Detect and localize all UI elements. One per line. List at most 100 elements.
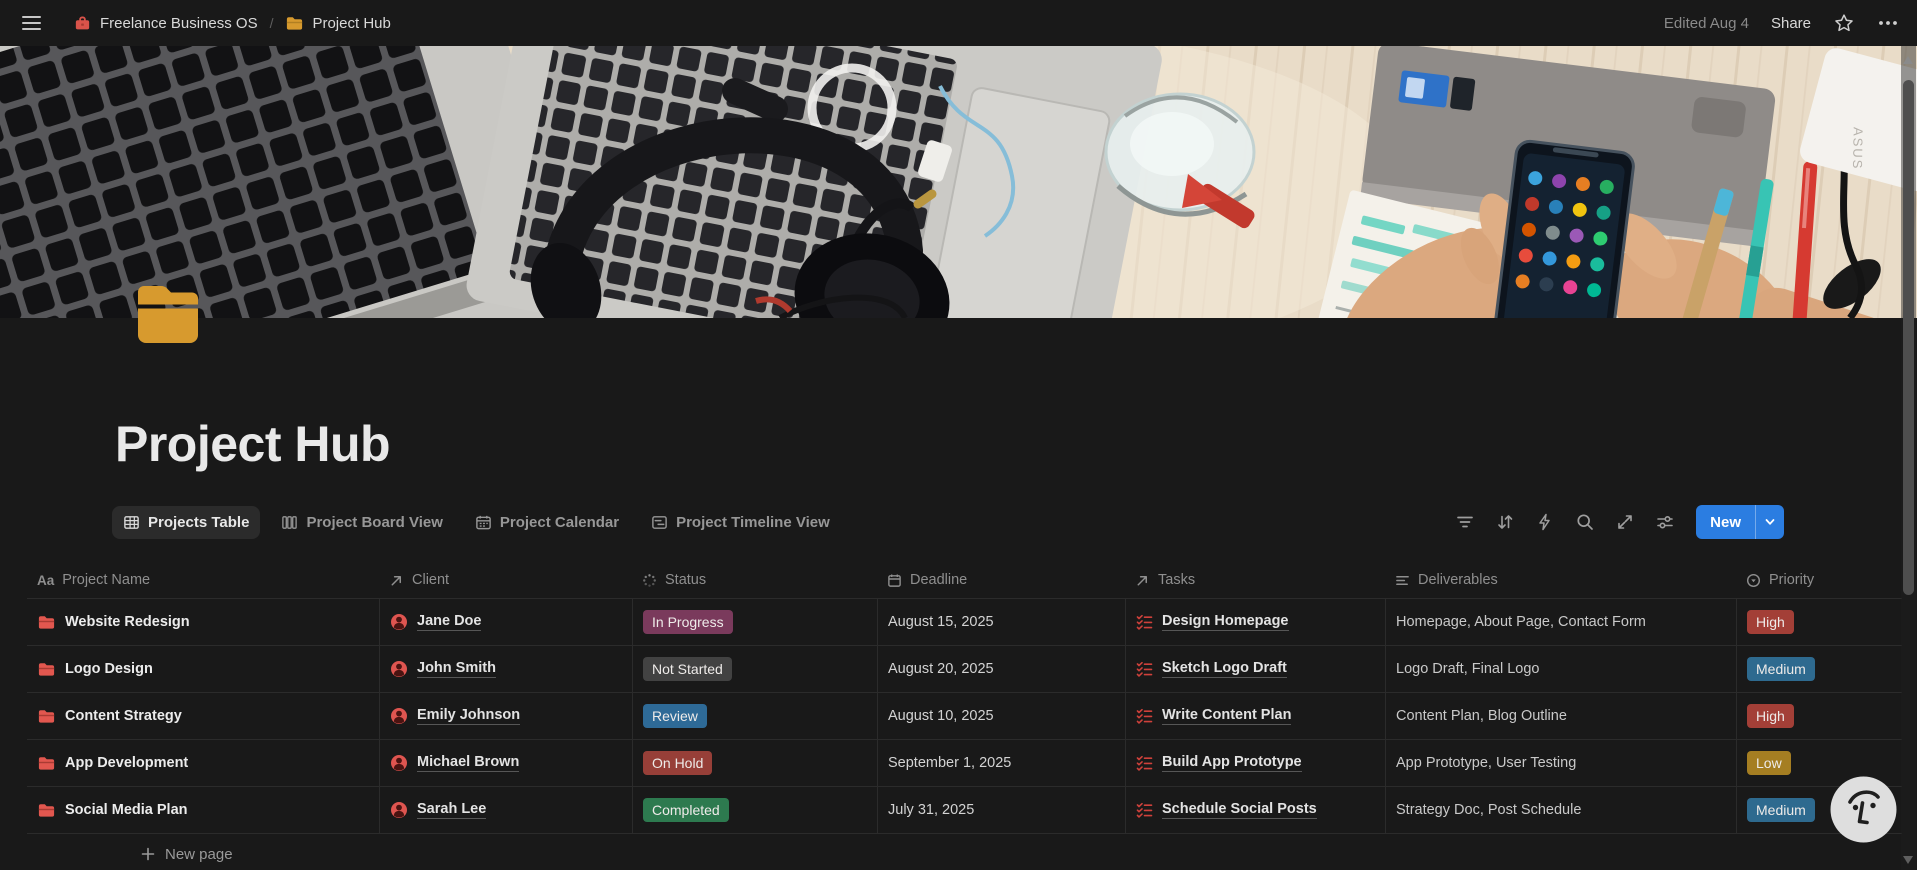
cover-image: ASUS [0, 46, 1917, 318]
cell-deliverables[interactable]: Content Plan, Blog Outline [1385, 693, 1736, 739]
cell-priority[interactable]: High [1736, 599, 1902, 645]
cell-status[interactable]: On Hold [632, 740, 877, 786]
view-settings-icon[interactable] [1650, 507, 1680, 537]
table-row: App Development Michael Brown On Hold Se… [27, 739, 1902, 786]
cell-status[interactable]: Review [632, 693, 877, 739]
column-header-tasks[interactable]: Tasks [1125, 562, 1385, 598]
text-icon [1395, 573, 1410, 588]
cell-client[interactable]: Jane Doe [379, 599, 632, 645]
timeline-icon [651, 514, 668, 531]
more-options-icon[interactable] [1877, 18, 1899, 28]
cell-tasks[interactable]: Sketch Logo Draft [1125, 646, 1385, 692]
cell-deadline[interactable]: August 10, 2025 [877, 693, 1125, 739]
tab-project-board-view[interactable]: Project Board View [270, 506, 453, 539]
checklist-icon [1136, 661, 1153, 678]
checklist-icon [1136, 802, 1153, 819]
checklist-icon [1136, 614, 1153, 631]
board-icon [281, 514, 298, 531]
cell-status[interactable]: Not Started [632, 646, 877, 692]
vertical-scrollbar[interactable] [1901, 46, 1916, 870]
table-row: Social Media Plan Sarah Lee Completed Ju… [27, 786, 1902, 833]
folder-icon [37, 801, 56, 820]
cell-tasks[interactable]: Design Homepage [1125, 599, 1385, 645]
sort-icon[interactable] [1490, 507, 1520, 537]
cell-client[interactable]: Sarah Lee [379, 787, 632, 833]
cell-priority[interactable]: High [1736, 693, 1902, 739]
briefcase-icon [73, 14, 92, 33]
cell-project-name[interactable]: Content Strategy [27, 693, 379, 739]
cell-status[interactable]: Completed [632, 787, 877, 833]
cell-priority[interactable]: Medium [1736, 646, 1902, 692]
checklist-icon [1136, 708, 1153, 725]
page-folder-icon[interactable] [130, 279, 206, 351]
cell-project-name[interactable]: Social Media Plan [27, 787, 379, 833]
tab-projects-table[interactable]: Projects Table [112, 505, 261, 539]
folder-icon [285, 14, 304, 33]
cell-tasks[interactable]: Build App Prototype [1125, 740, 1385, 786]
calendar-icon [475, 514, 492, 531]
page-title[interactable]: Project Hub [115, 416, 391, 472]
cell-project-name[interactable]: Website Redesign [27, 599, 379, 645]
column-header-project-name[interactable]: Aa Project Name [37, 572, 151, 588]
plus-icon [140, 846, 156, 862]
cell-priority[interactable]: Low [1736, 740, 1902, 786]
view-toolbar: New [1450, 505, 1784, 539]
cell-priority[interactable]: Medium [1736, 787, 1902, 833]
cell-deadline[interactable]: August 20, 2025 [877, 646, 1125, 692]
scroll-down-arrow-icon[interactable] [1903, 856, 1913, 864]
breadcrumb-workspace[interactable]: Freelance Business OS [73, 14, 258, 33]
person-icon [390, 754, 408, 772]
cell-deadline[interactable]: July 31, 2025 [877, 787, 1125, 833]
cell-deliverables[interactable]: Logo Draft, Final Logo [1385, 646, 1736, 692]
column-header-deliverables[interactable]: Deliverables [1385, 562, 1736, 598]
table-row: Website Redesign Jane Doe In Progress Au… [27, 598, 1902, 645]
column-header-status[interactable]: Status [632, 562, 877, 598]
svg-text:ASUS: ASUS [1850, 127, 1866, 171]
new-page-row[interactable]: New page [27, 833, 1902, 870]
relation-icon [389, 573, 404, 588]
scroll-up-arrow-icon[interactable] [1903, 56, 1913, 64]
filter-icon[interactable] [1450, 507, 1480, 537]
cell-deliverables[interactable]: Strategy Doc, Post Schedule [1385, 787, 1736, 833]
cell-project-name[interactable]: Logo Design [27, 646, 379, 692]
automation-icon[interactable] [1530, 507, 1560, 537]
cell-deadline[interactable]: August 15, 2025 [877, 599, 1125, 645]
cell-deliverables[interactable]: Homepage, About Page, Contact Form [1385, 599, 1736, 645]
favorite-star-icon[interactable] [1833, 12, 1855, 34]
cell-deliverables[interactable]: App Prototype, User Testing [1385, 740, 1736, 786]
cell-project-name[interactable]: App Development [27, 740, 379, 786]
scrollbar-thumb[interactable] [1903, 80, 1914, 595]
expand-icon[interactable] [1610, 507, 1640, 537]
cell-client[interactable]: Michael Brown [379, 740, 632, 786]
chevron-down-icon[interactable] [1756, 505, 1784, 539]
folder-icon [37, 754, 56, 773]
status-badge: In Progress [643, 610, 733, 634]
status-badge: Review [643, 704, 707, 728]
share-button[interactable]: Share [1770, 14, 1811, 32]
new-button-label[interactable]: New [1710, 513, 1741, 531]
cell-client[interactable]: Emily Johnson [379, 693, 632, 739]
search-icon[interactable] [1570, 507, 1600, 537]
cell-status[interactable]: In Progress [632, 599, 877, 645]
column-header-priority[interactable]: Priority [1736, 562, 1902, 598]
person-icon [390, 801, 408, 819]
new-button[interactable]: New [1696, 505, 1784, 539]
priority-badge: Medium [1747, 798, 1815, 822]
folder-icon [37, 707, 56, 726]
cell-tasks[interactable]: Schedule Social Posts [1125, 787, 1385, 833]
tab-project-timeline-view[interactable]: Project Timeline View [640, 506, 841, 539]
priority-badge: High [1747, 610, 1794, 634]
cell-tasks[interactable]: Write Content Plan [1125, 693, 1385, 739]
notion-ai-button[interactable] [1830, 776, 1897, 843]
priority-badge: Medium [1747, 657, 1815, 681]
cell-deadline[interactable]: September 1, 2025 [877, 740, 1125, 786]
tab-project-calendar[interactable]: Project Calendar [464, 506, 630, 539]
projects-table: Aa Project Name Client Status Deadline T… [27, 562, 1902, 870]
column-header-client[interactable]: Client [379, 562, 632, 598]
sidebar-menu-icon[interactable] [18, 12, 45, 34]
column-header-deadline[interactable]: Deadline [877, 562, 1125, 598]
table-icon [123, 514, 140, 531]
cell-client[interactable]: John Smith [379, 646, 632, 692]
breadcrumb-page[interactable]: Project Hub [285, 14, 391, 33]
